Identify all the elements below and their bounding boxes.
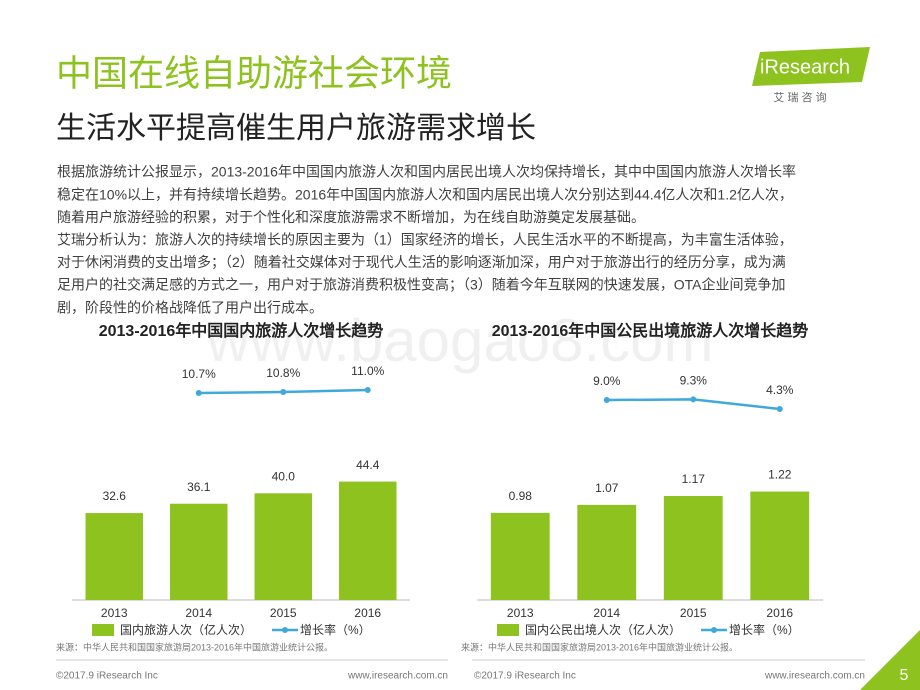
website: www.iresearch.com.cn [347,671,448,682]
body-line: 根据旅游统计公报显示，2013-2016年中国国内旅游人次和国内居民出境人次均保… [57,164,796,180]
body-line: 稳定在10%以上，并有持续增长趋势。2016年中国国内旅游人次和国内居民出境人次… [57,186,793,202]
bar [85,513,143,600]
x-tick-label: 2015 [270,606,297,620]
x-tick-label: 2016 [766,606,793,620]
bar [577,504,637,600]
legend-marker [711,627,718,633]
legend-label: 国内旅游人次（亿人次） [120,622,252,637]
page-number: 5 [900,667,909,684]
body-line: 足用户的社交满足感的方式之一，用户对于旅游消费积极性变高；（3）随着今年互联网的… [57,277,786,294]
x-tick-label: 2013 [507,606,534,620]
source: 来源：中华人民共和国国家旅游局2013-2016年中国旅游业统计公报。 [461,641,738,652]
body-line: 随着用户旅游经验的积累，对于个性化和深度旅游需求不断增加，为在线自助游奠定发展基… [57,209,645,225]
bar [170,503,228,600]
bar [254,493,312,600]
source: 来源：中华人民共和国国家旅游局2013-2016年中国旅游业统计公报。 [56,641,333,652]
logo: iResearch [760,56,850,78]
data-label: 10.7% [182,367,216,381]
logo-cn: 艾 瑞 咨 询 [773,90,826,104]
copyright: ©2017.9 iResearch Inc [56,671,158,682]
watermark: www.baogao8.com [206,307,714,374]
slide-subtitle: 生活水平提高催生用户旅游需求增长 [56,112,536,145]
body-line: 剧，阶段性的价格战降低了用户出行成本。 [57,299,323,315]
x-tick-label: 2013 [101,606,128,620]
data-label: 32.6 [103,489,127,503]
bar [490,512,550,600]
line-marker [195,390,202,396]
legend-label: 国内公民出境人次（亿人次） [525,622,681,637]
legend-swatch [92,624,114,636]
legend-marker [282,627,289,633]
x-tick-label: 2015 [680,606,707,620]
bar [663,496,723,600]
x-tick-label: 2014 [593,606,620,620]
line-marker [690,396,697,403]
line-marker [776,405,783,412]
legend-label: 增长率（%） [729,622,800,637]
x-tick-label: 2014 [185,606,212,620]
x-tick-label: 2016 [354,606,381,620]
chart-title: 2013-2016年中国公民出境旅游人次增长趋势 [492,321,809,340]
data-label: 9.0% [593,374,621,388]
data-label: 1.07 [595,481,619,495]
data-label: 40.0 [272,470,296,484]
bar [339,481,397,600]
body-line: 艾瑞分析认为：旅游人次的持续增长的原因主要为（1）国家经济的增长，人民生活水平的… [57,232,793,248]
data-label: 9.3% [680,374,708,388]
website: www.iresearch.com.cn [764,671,865,682]
legend-label: 增长率（%） [300,622,371,637]
data-label: 1.22 [768,468,792,482]
data-label: 10.8% [266,366,300,380]
line-marker [603,397,610,403]
chart-title: 2013-2016年中国国内旅游人次增长趋势 [99,321,384,340]
body-line: 对于休闲消费的支出增多；（2）随着社交媒体对于现代人生活的影响逐渐加深，用户对于… [57,254,786,271]
data-label: 44.4 [356,458,380,472]
data-label: 0.98 [509,489,533,503]
data-label: 36.1 [187,480,211,494]
data-label: 4.3% [766,383,794,397]
slide-title: 中国在线自助游社会环境 [56,53,452,94]
copyright: ©2017.9 iResearch Inc [474,671,576,682]
data-label: 1.17 [682,472,706,486]
legend-swatch [497,624,519,636]
line-marker [280,389,287,395]
corner [860,630,920,690]
line-marker [364,387,371,393]
data-label: 11.0% [351,364,384,378]
logo-bg [752,47,870,86]
bar [750,491,810,600]
